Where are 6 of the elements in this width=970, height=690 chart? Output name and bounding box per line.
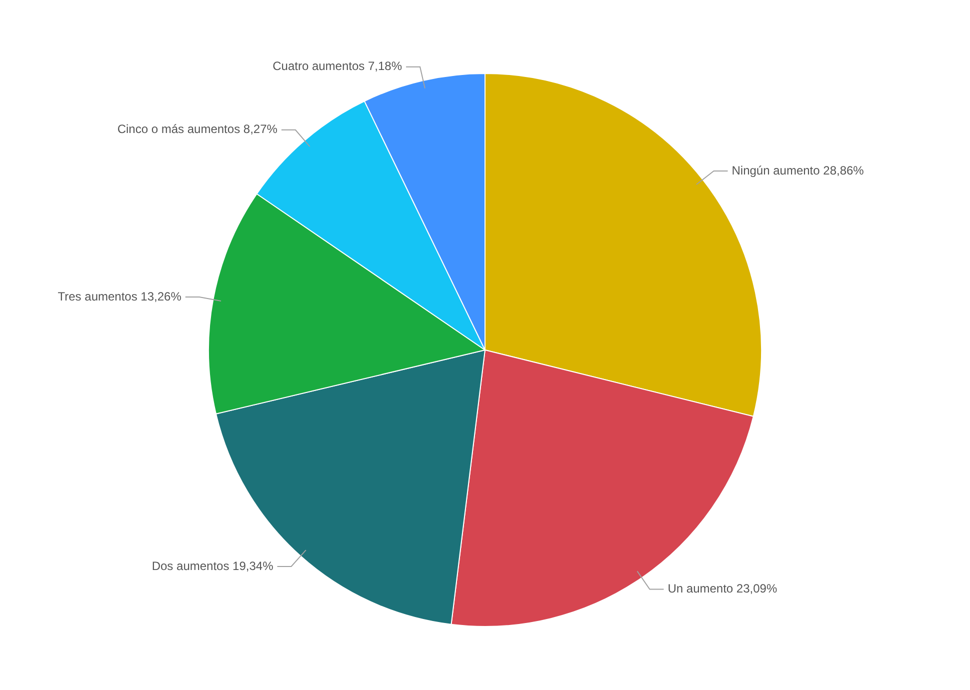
slice-label: Un aumento 23,09%	[668, 582, 778, 596]
slice-label: Ningún aumento 28,86%	[732, 163, 864, 178]
slice-label: Dos aumentos 19,34%	[152, 558, 274, 573]
slice-label: Cinco o más aumentos 8,27%	[117, 122, 278, 136]
slice-label: Tres aumentos 13,26%	[58, 289, 182, 304]
slice-label: Cuatro aumentos 7,18%	[272, 59, 402, 74]
